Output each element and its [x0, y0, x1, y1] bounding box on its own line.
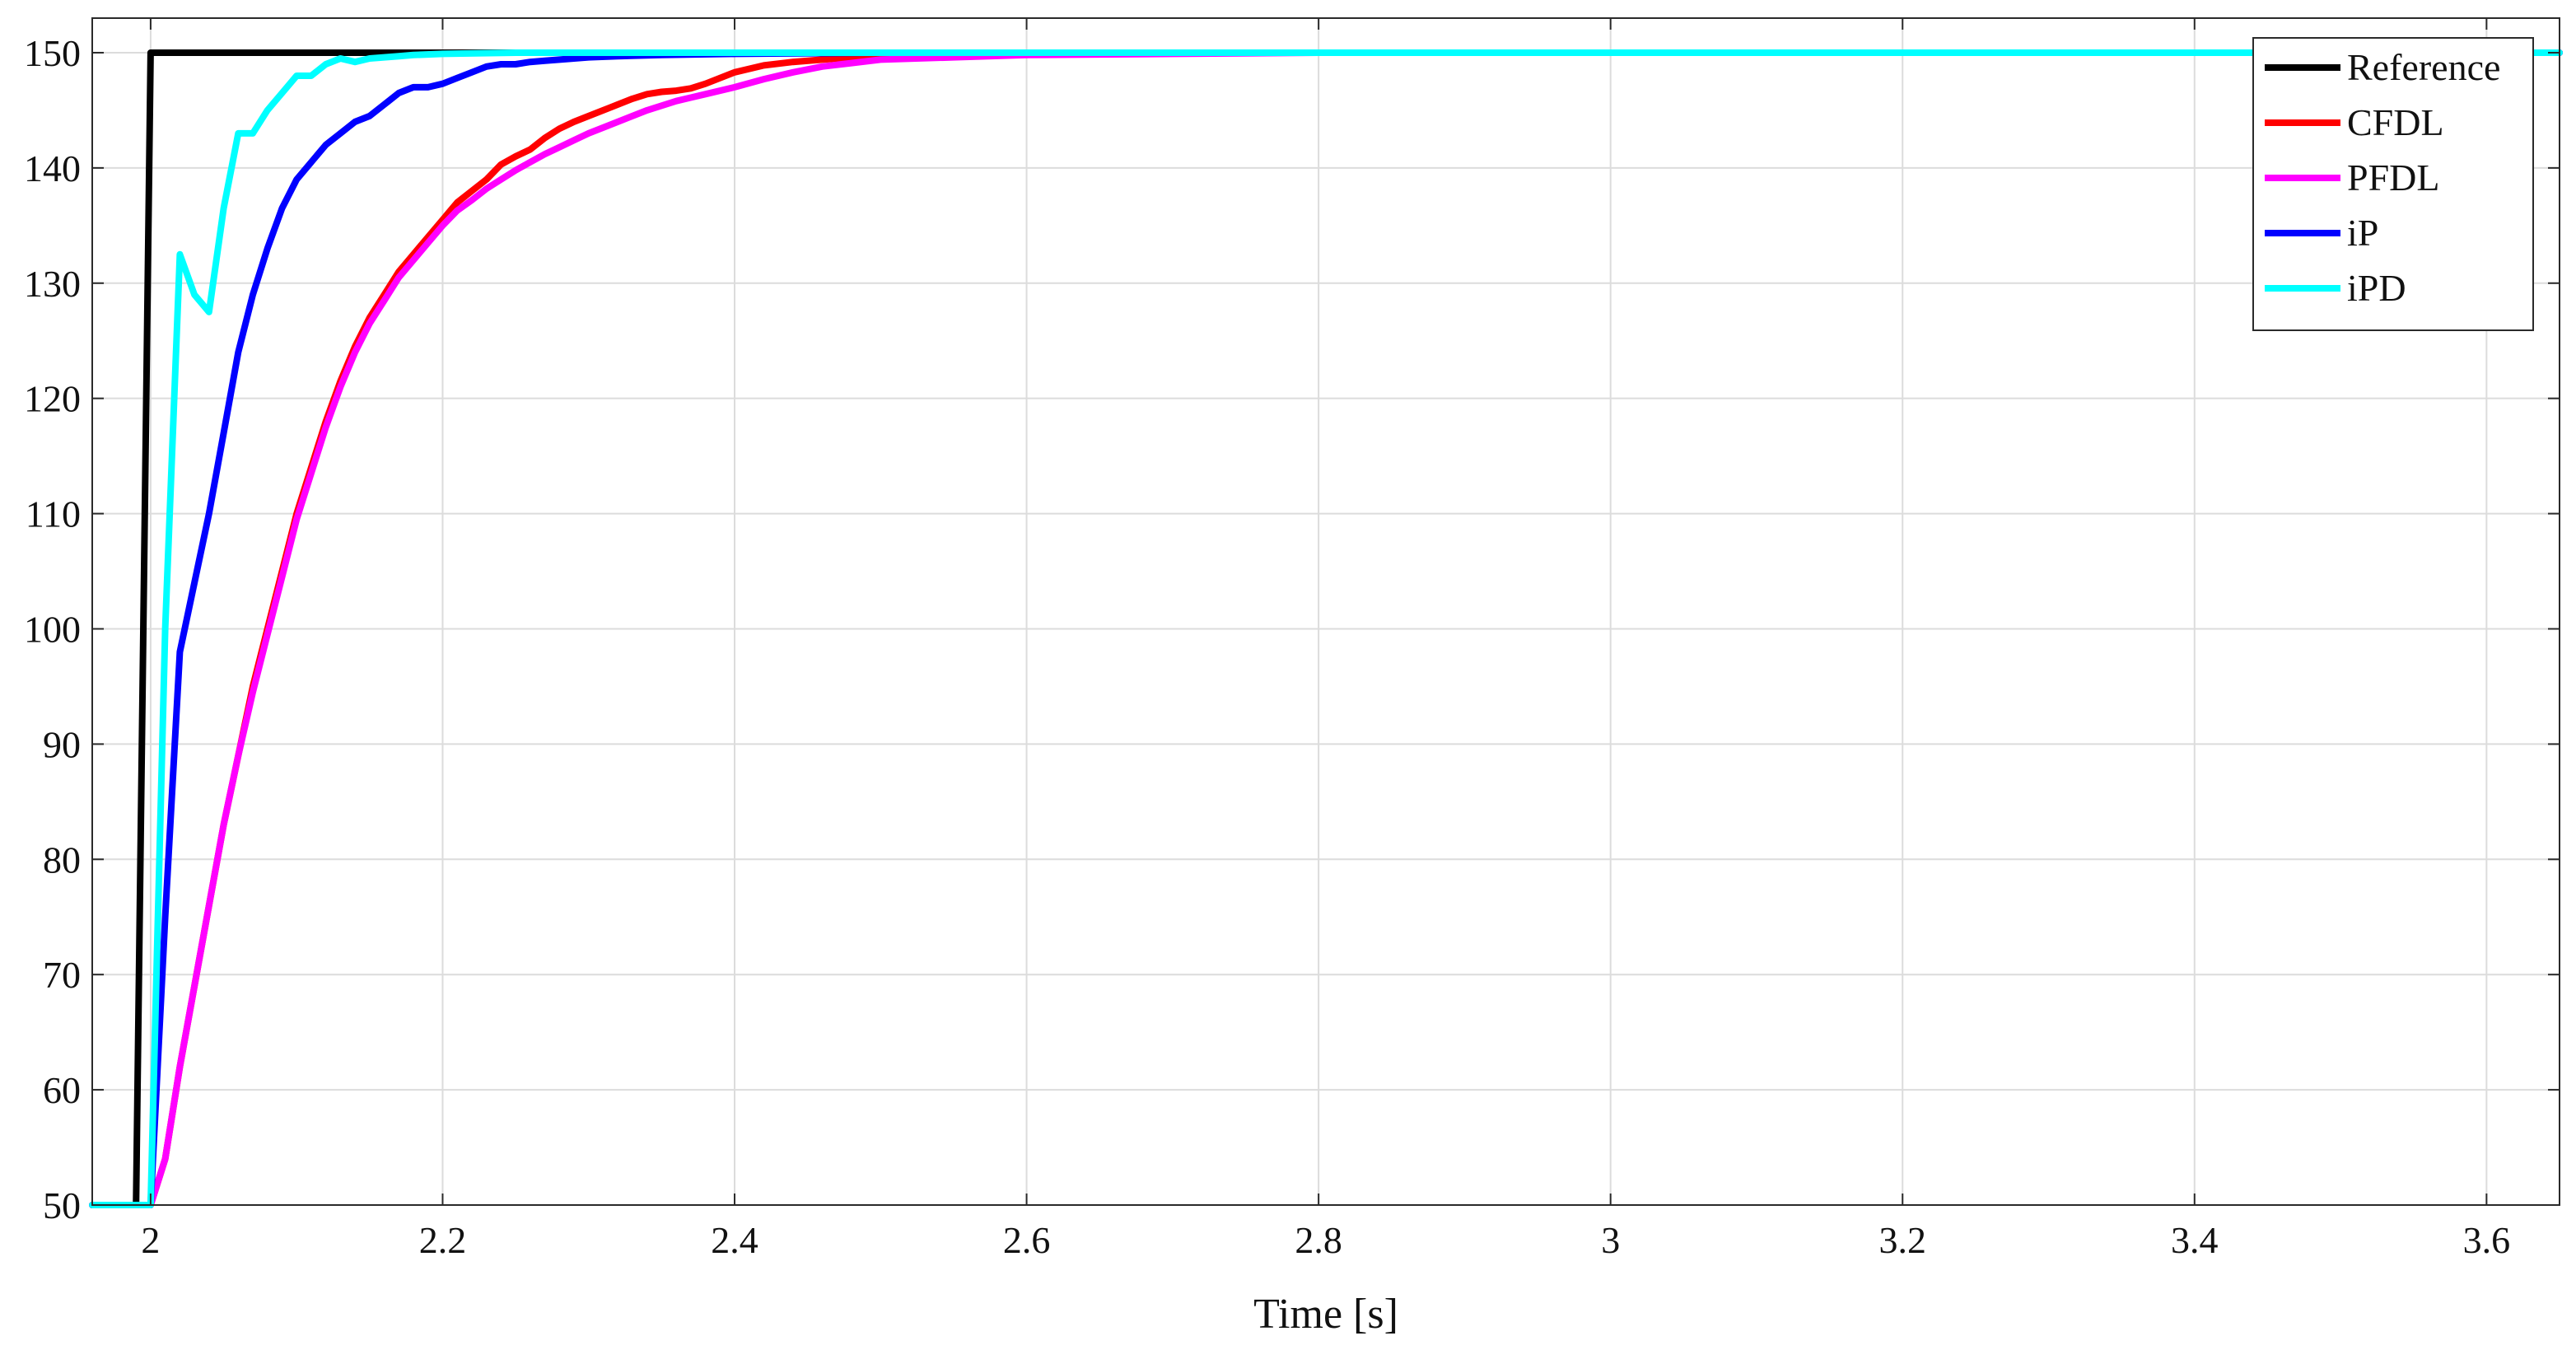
plot-area-frame: [91, 17, 2560, 1206]
grid-lines: [92, 18, 2560, 1206]
y-tick-label: 70: [43, 954, 81, 996]
y-tick-label: 80: [43, 838, 81, 881]
y-tick-label: 90: [43, 723, 81, 765]
series-line-ip: [89, 49, 2563, 1208]
y-tick-label: 100: [24, 608, 81, 650]
legend-label-cfdl: CFDL: [2347, 101, 2444, 143]
legend-label-pfdl: PFDL: [2347, 156, 2439, 199]
x-axis-label: Time [s]: [1253, 1291, 1398, 1338]
legend-label-ipd: iPD: [2347, 267, 2406, 309]
legend-box: [2252, 37, 2534, 331]
y-tick-label: 110: [26, 493, 81, 535]
y-tick-label: 60: [43, 1069, 81, 1111]
x-tick-label: 2.2: [419, 1219, 467, 1261]
y-tick-label: 120: [24, 378, 81, 420]
x-tick-label: 3.4: [2171, 1219, 2219, 1261]
x-tick-label: 2.4: [711, 1219, 758, 1261]
legend-label-reference: Reference: [2347, 46, 2500, 88]
series-line-ipd: [89, 49, 2563, 1208]
y-tick-label: 150: [24, 32, 81, 74]
x-tick-label: 2.8: [1295, 1219, 1342, 1261]
y-tick-label: 50: [43, 1184, 81, 1226]
x-tick-label: 2: [141, 1219, 160, 1261]
axis-ticks: 2 2.2 2.4 2.6 2.8 3 3.2 3.4 3.6 50 60 70 80 90 100 110 1…: [24, 18, 2560, 1261]
series-line-pfdl: [89, 49, 2563, 1208]
y-tick-label: 140: [24, 147, 81, 189]
x-tick-label: 3.2: [1878, 1219, 1926, 1261]
y-tick-label: 130: [24, 263, 81, 305]
x-tick-label: 2.6: [1003, 1219, 1051, 1261]
legend: Reference CFDL PFDL iP iPD: [2252, 37, 2534, 331]
legend-label-ip: iP: [2347, 212, 2378, 254]
x-tick-label: 3: [1601, 1219, 1620, 1261]
x-tick-label: 3.6: [2463, 1219, 2511, 1261]
